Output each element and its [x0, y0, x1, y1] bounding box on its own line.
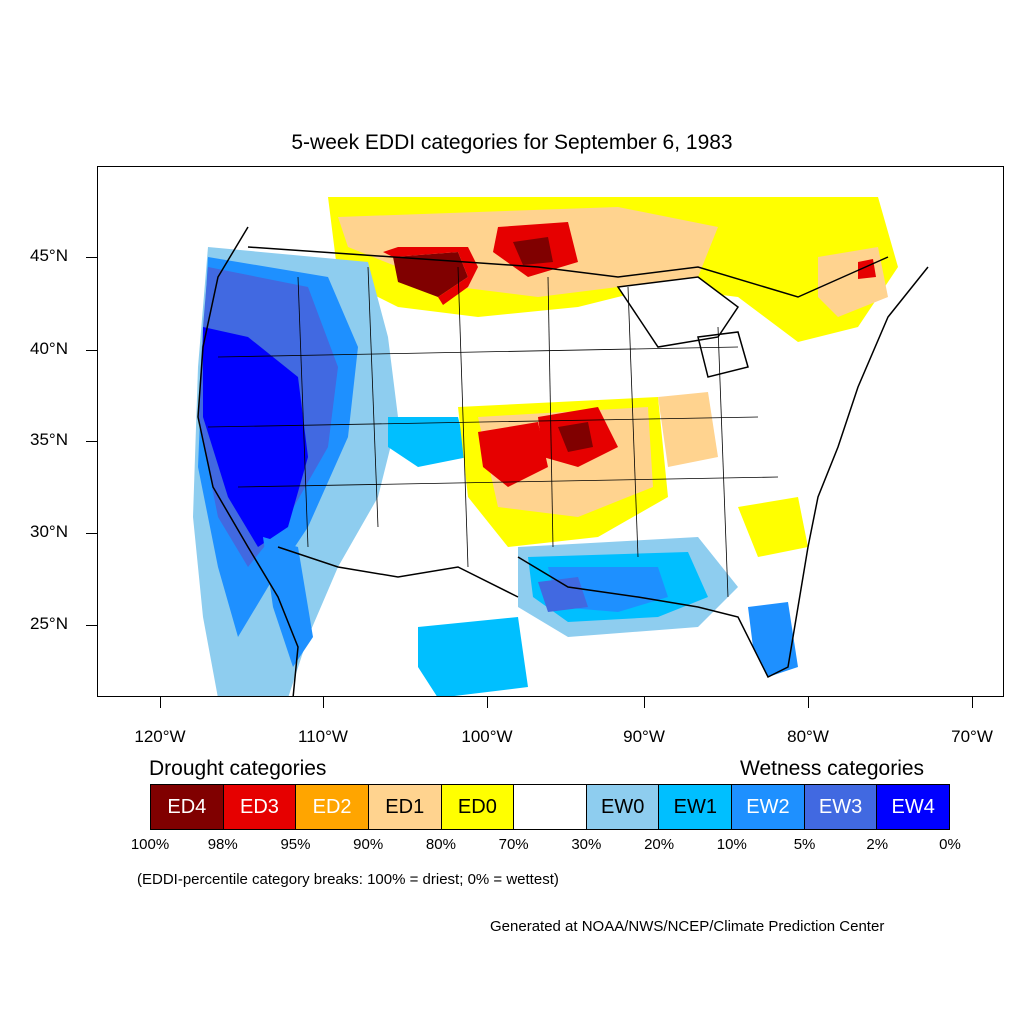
legend-break-label: 90%: [353, 836, 384, 853]
mexico-ew1-zone: [418, 617, 528, 696]
lon-tick-mark-70: [972, 697, 973, 708]
legend-break-label: 0%: [939, 836, 961, 853]
great-lakes: [616, 276, 749, 378]
lon-tick-mark-80: [808, 697, 809, 708]
lon-tick-mark-100: [487, 697, 488, 708]
lat-tick-mark-40: [86, 350, 97, 351]
eddi-map: [193, 197, 929, 696]
lat-tick-mark-45: [86, 257, 97, 258]
west-ew4-zone: [203, 327, 308, 547]
legend-ew2: EW2: [732, 785, 805, 829]
lon-tick-mark-110: [323, 697, 324, 708]
legend-break-label: 100%: [130, 836, 170, 853]
legend-break-label: 2%: [866, 836, 889, 853]
missouri-ed4-zone: [558, 422, 593, 452]
indiana-ed1-zone: [658, 392, 718, 467]
legend-break-label: 98%: [207, 836, 238, 853]
legend-ed3: ED3: [223, 785, 297, 829]
manitoba-ed4-zone: [513, 237, 553, 265]
lat-tick-25: 25°N: [30, 614, 68, 633]
mexico-border: [277, 546, 519, 598]
lon-tick-110: 110°W: [298, 727, 348, 746]
legend-break-label: 30%: [571, 836, 602, 853]
drought-heading: Drought categories: [149, 757, 327, 780]
saskatchewan-ed3-zone: [383, 247, 478, 305]
lon-tick-80: 80°W: [787, 727, 829, 746]
legend-ew4: EW4: [877, 785, 950, 829]
legend-break-label: 10%: [716, 836, 747, 853]
legend-break-label: 70%: [498, 836, 529, 853]
lon-tick-120: 120°W: [134, 727, 186, 746]
state-boundaries: [207, 266, 779, 598]
saskatchewan-ed4-zone: [393, 252, 468, 297]
legend-ed4: ED4: [151, 785, 224, 829]
legend-neutral: [514, 785, 587, 829]
legend-ew3: EW3: [804, 785, 878, 829]
credit-line: Generated at NOAA/NWS/NCEP/Climate Predi…: [490, 918, 885, 935]
lon-tick-mark-120: [160, 697, 161, 708]
map-title: 5-week EDDI categories for September 6, …: [291, 131, 733, 154]
lat-tick-45: 45°N: [30, 246, 68, 265]
baja-ew2-zone: [263, 537, 313, 667]
lat-tick-35: 35°N: [30, 430, 68, 449]
legend-ew0: EW0: [586, 785, 660, 829]
legend-bar: ED4 ED3 ED2 ED1 ED0 EW0 EW1 EW2 EW3 EW4: [150, 784, 950, 830]
west-coastline: [197, 226, 299, 696]
lon-tick-100: 100°W: [461, 727, 513, 746]
lon-tick-mark-90: [644, 697, 645, 708]
lat-tick-40: 40°N: [30, 339, 68, 358]
gulf-coastline: [517, 266, 929, 679]
legend-ed0: ED0: [441, 785, 515, 829]
legend-break-label: 20%: [644, 836, 675, 853]
legend-note: (EDDI-percentile category breaks: 100% =…: [137, 871, 559, 888]
plains-ed3-zone: [478, 422, 548, 487]
lat-tick-mark-35: [86, 441, 97, 442]
legend-ed2: ED2: [296, 785, 369, 829]
lat-tick-mark-30: [86, 533, 97, 534]
colorado-ew1-zone: [388, 417, 468, 467]
map-panel: [97, 166, 1004, 697]
canada-border: [247, 246, 889, 298]
legend-break-label: 80%: [425, 836, 456, 853]
legend-ew1: EW1: [659, 785, 733, 829]
lat-tick-mark-25: [86, 625, 97, 626]
florida-ew2-zone: [748, 602, 798, 677]
legend-ed1: ED1: [368, 785, 442, 829]
lat-tick-30: 30°N: [30, 522, 68, 541]
legend-break-label: 5%: [793, 836, 816, 853]
legend-break-label: 95%: [280, 836, 311, 853]
lon-tick-70: 70°W: [951, 727, 993, 746]
lon-tick-90: 90°W: [623, 727, 665, 746]
carolina-ed0-zone: [738, 497, 808, 557]
gulf-ew3-zone: [538, 577, 588, 612]
maine-ed1-zone: [818, 247, 888, 317]
wetness-heading: Wetness categories: [740, 757, 925, 780]
